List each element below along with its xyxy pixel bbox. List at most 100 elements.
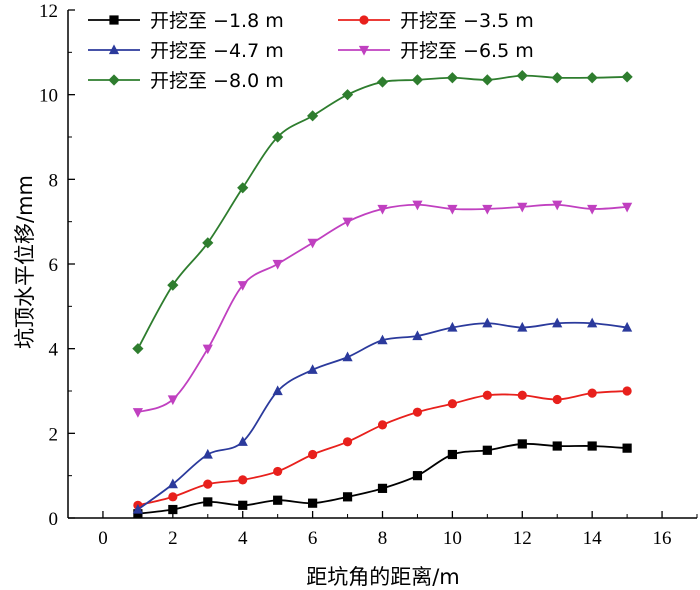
legend-marker	[108, 44, 120, 55]
legend-label: 开挖至 −8.0 m	[150, 70, 284, 92]
y-tick-label: 0	[49, 509, 59, 530]
data-point	[377, 334, 388, 345]
data-point	[482, 390, 492, 400]
data-point	[132, 408, 143, 418]
x-tick-label: 2	[168, 528, 178, 549]
legend-marker	[109, 15, 119, 25]
legend-label: 开挖至 −1.8 m	[150, 10, 284, 32]
y-tick-label: 8	[49, 170, 59, 191]
data-point	[586, 72, 598, 84]
data-point	[622, 443, 632, 453]
data-point	[412, 200, 423, 211]
legend-item: 开挖至 −3.5 m	[338, 10, 534, 32]
data-point	[516, 70, 528, 82]
data-point	[552, 200, 563, 211]
data-point	[447, 321, 458, 332]
legend-marker	[108, 74, 120, 86]
data-point	[308, 449, 318, 460]
axes: 0 2 4 6 8 10 12 14 16 0 2 4 6 8 10 12	[39, 1, 698, 549]
y-tick-label: 6	[49, 255, 59, 276]
data-point	[237, 281, 248, 291]
legend-label: 开挖至 −3.5 m	[400, 10, 534, 32]
legend-item: 开挖至 −6.5 m	[338, 40, 534, 62]
data-point	[517, 439, 527, 449]
data-point	[412, 407, 423, 417]
data-point	[167, 279, 179, 291]
series-lines	[132, 70, 633, 519]
data-point	[411, 74, 424, 86]
data-point	[132, 343, 144, 355]
x-axis-title: 距坑角的距离/m	[306, 565, 460, 589]
data-point	[237, 182, 249, 194]
data-point	[447, 449, 457, 460]
data-point	[622, 386, 632, 396]
data-point	[587, 441, 597, 451]
data-point	[552, 317, 563, 328]
data-point	[133, 509, 143, 519]
x-tick-label: 0	[98, 528, 108, 549]
data-point	[481, 74, 493, 86]
data-point	[552, 441, 562, 451]
data-point	[168, 504, 178, 515]
data-point	[202, 344, 213, 355]
data-point	[273, 495, 283, 505]
data-point	[622, 202, 633, 213]
data-point	[482, 445, 492, 455]
x-tick-label: 6	[308, 528, 318, 549]
y-tick-label: 4	[49, 340, 59, 361]
legend-item: 开挖至 −4.7 m	[88, 40, 284, 62]
data-point	[377, 420, 388, 430]
data-point	[587, 204, 598, 215]
data-point	[203, 497, 213, 507]
data-point	[446, 72, 458, 84]
data-point	[167, 395, 178, 406]
data-point	[272, 131, 284, 143]
y-tick-label: 12	[39, 1, 58, 22]
data-point	[307, 110, 319, 122]
data-point	[517, 321, 528, 332]
y-tick-label: 2	[49, 424, 59, 445]
data-point	[622, 321, 633, 332]
data-point	[341, 89, 354, 101]
data-point	[376, 76, 389, 88]
y-axis-title: 坑顶水平位移/mm	[13, 175, 37, 349]
data-point	[238, 500, 248, 510]
data-point	[238, 475, 248, 485]
data-point	[202, 448, 213, 459]
x-tick-label: 4	[238, 528, 248, 549]
data-point	[447, 399, 457, 409]
data-point	[168, 492, 178, 502]
y-tick-label: 10	[39, 86, 58, 107]
series-line	[137, 203, 628, 414]
series-3	[132, 317, 633, 514]
data-point	[237, 436, 248, 446]
legend-marker	[359, 15, 369, 25]
data-point	[447, 204, 458, 215]
x-tick-label: 14	[583, 528, 603, 549]
series-5	[132, 70, 633, 355]
data-point	[377, 204, 388, 215]
legend-item: 开挖至 −8.0 m	[88, 70, 284, 92]
data-point	[482, 317, 493, 328]
data-point	[308, 498, 318, 508]
x-tick-label: 16	[653, 528, 672, 549]
legend-label: 开挖至 −4.7 m	[150, 40, 284, 62]
data-point	[621, 71, 633, 83]
legend: 开挖至 −1.8 m 开挖至 −3.5 m 开挖至 −4.7 m 开挖至 −6.5 m…	[88, 10, 534, 92]
data-point	[342, 492, 353, 502]
data-point	[412, 471, 423, 481]
data-point	[342, 437, 353, 447]
data-point	[272, 385, 283, 396]
data-point	[587, 317, 598, 328]
data-point	[482, 204, 493, 215]
data-point	[551, 72, 563, 84]
data-point	[342, 217, 353, 228]
data-point	[517, 202, 528, 213]
series-2	[133, 386, 632, 510]
data-point	[203, 479, 213, 489]
legend-label: 开挖至 −6.5 m	[400, 40, 534, 62]
data-point	[202, 237, 214, 249]
legend-item: 开挖至 −1.8 m	[88, 10, 284, 32]
data-point	[273, 466, 283, 477]
